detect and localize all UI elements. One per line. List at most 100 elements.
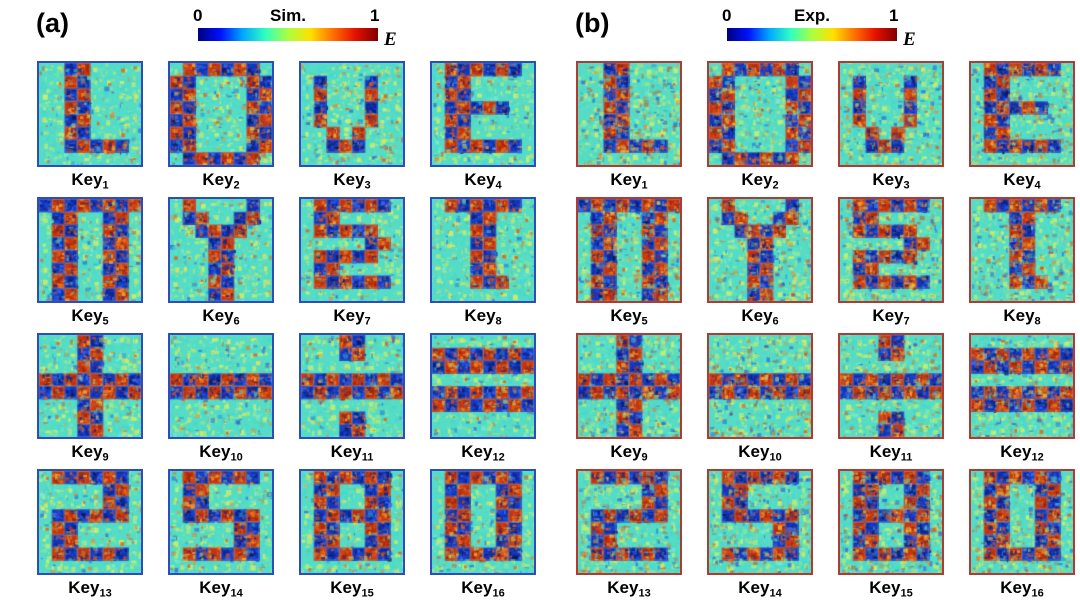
heatmap-tile-a-key14: Key14: [168, 469, 274, 599]
key-label-base: Key: [71, 306, 103, 325]
heatmap-canvas-b-key15: [838, 469, 944, 575]
colorbar-gradient: [198, 28, 378, 41]
key-label-a-14: Key14: [168, 575, 274, 599]
heatmap-tile-b-key12: Key12: [969, 333, 1075, 463]
key-label-subscript: 5: [641, 315, 648, 328]
key-label-subscript: 1: [641, 179, 648, 192]
key-label-base: Key: [461, 578, 493, 597]
heatmap-canvas-a-key10: [168, 333, 274, 439]
heatmap-tile-a-key10: Key10: [168, 333, 274, 463]
key-label-base: Key: [1003, 170, 1035, 189]
colorbar-max-label: 1: [370, 6, 380, 25]
heatmap-tile-b-key3: Key3: [838, 61, 944, 191]
key-label-a-11: Key11: [299, 439, 405, 463]
heatmap-canvas-b-key8: [969, 197, 1075, 303]
key-label-a-1: Key1: [37, 167, 143, 191]
colorbar-sim: 0 Sim. 1 E: [193, 6, 408, 50]
key-label-subscript: 7: [364, 315, 371, 328]
heatmap-tile-b-key5: Key5: [576, 197, 682, 327]
heatmap-tile-b-key6: Key6: [707, 197, 813, 327]
key-label-a-12: Key12: [430, 439, 536, 463]
heatmap-tile-b-key16: Key16: [969, 469, 1075, 599]
key-label-subscript: 8: [495, 315, 502, 328]
heatmap-canvas-a-key5: [37, 197, 143, 303]
key-label-subscript: 14: [769, 587, 782, 600]
key-label-base: Key: [738, 442, 770, 461]
heatmap-canvas-b-key3: [838, 61, 944, 167]
colorbar-axis-label: E: [384, 29, 397, 50]
key-label-b-16: Key16: [969, 575, 1075, 599]
key-label-base: Key: [333, 170, 365, 189]
heatmap-tile-a-key8: Key8: [430, 197, 536, 327]
heatmap-canvas-b-key11: [838, 333, 944, 439]
heatmap-tile-b-key7: Key7: [838, 197, 944, 327]
key-label-a-9: Key9: [37, 439, 143, 463]
colorbar-title: Sim.: [270, 6, 306, 25]
key-label-a-6: Key6: [168, 303, 274, 327]
key-label-base: Key: [464, 306, 496, 325]
key-label-subscript: 10: [230, 451, 243, 464]
key-label-a-10: Key10: [168, 439, 274, 463]
key-label-b-1: Key1: [576, 167, 682, 191]
key-label-subscript: 16: [492, 587, 505, 600]
heatmap-tile-a-key12: Key12: [430, 333, 536, 463]
heatmap-canvas-a-key2: [168, 61, 274, 167]
heatmap-canvas-a-key4: [430, 61, 536, 167]
heatmap-canvas-a-key15: [299, 469, 405, 575]
key-label-a-8: Key8: [430, 303, 536, 327]
key-label-subscript: 14: [230, 587, 243, 600]
heatmap-canvas-a-key16: [430, 469, 536, 575]
key-label-base: Key: [202, 170, 234, 189]
heatmap-tile-a-key3: Key3: [299, 61, 405, 191]
key-label-a-15: Key15: [299, 575, 405, 599]
heatmap-tile-b-key1: Key1: [576, 61, 682, 191]
key-label-b-9: Key9: [576, 439, 682, 463]
heatmap-canvas-b-key13: [576, 469, 682, 575]
key-label-subscript: 11: [361, 451, 374, 464]
key-label-base: Key: [333, 306, 365, 325]
key-label-a-13: Key13: [37, 575, 143, 599]
colorbar-gradient: [727, 28, 897, 41]
key-label-base: Key: [741, 170, 773, 189]
key-label-subscript: 11: [900, 451, 913, 464]
heatmap-canvas-a-key11: [299, 333, 405, 439]
heatmap-canvas-b-key4: [969, 61, 1075, 167]
heatmap-canvas-b-key12: [969, 333, 1075, 439]
key-label-subscript: 4: [495, 179, 502, 192]
key-label-base: Key: [330, 442, 362, 461]
key-label-subscript: 8: [1034, 315, 1041, 328]
heatmap-canvas-a-key1: [37, 61, 143, 167]
heatmap-tile-a-key4: Key4: [430, 61, 536, 191]
heatmap-canvas-b-key5: [576, 197, 682, 303]
heatmap-canvas-b-key2: [707, 61, 813, 167]
key-label-subscript: 1: [102, 179, 109, 192]
heatmap-canvas-a-key12: [430, 333, 536, 439]
key-label-base: Key: [741, 306, 773, 325]
panel-a-label: (a): [36, 8, 69, 38]
colorbar-axis-label: E: [903, 29, 916, 50]
colorbar-exp: 0 Exp. 1 E: [722, 6, 927, 50]
key-label-a-2: Key2: [168, 167, 274, 191]
key-label-subscript: 3: [903, 179, 910, 192]
key-label-base: Key: [1003, 306, 1035, 325]
heatmap-tile-b-key2: Key2: [707, 61, 813, 191]
colorbar-min-label: 0: [722, 6, 732, 25]
heatmap-canvas-a-key7: [299, 197, 405, 303]
key-label-subscript: 9: [102, 451, 109, 464]
key-label-subscript: 15: [361, 587, 374, 600]
key-label-b-5: Key5: [576, 303, 682, 327]
heatmap-canvas-b-key7: [838, 197, 944, 303]
heatmap-tile-b-key9: Key9: [576, 333, 682, 463]
key-label-b-12: Key12: [969, 439, 1075, 463]
heatmap-canvas-a-key3: [299, 61, 405, 167]
key-label-base: Key: [738, 578, 770, 597]
key-label-b-15: Key15: [838, 575, 944, 599]
panel-b-label: (b): [575, 8, 610, 38]
heatmap-tile-a-key6: Key6: [168, 197, 274, 327]
key-label-b-4: Key4: [969, 167, 1075, 191]
heatmap-canvas-a-key14: [168, 469, 274, 575]
key-label-base: Key: [71, 170, 103, 189]
heatmap-canvas-a-key13: [37, 469, 143, 575]
heatmap-canvas-b-key16: [969, 469, 1075, 575]
